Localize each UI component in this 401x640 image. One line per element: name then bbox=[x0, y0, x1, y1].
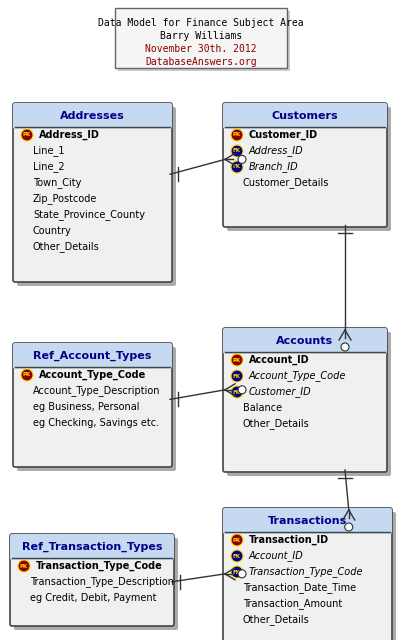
FancyBboxPatch shape bbox=[118, 11, 289, 71]
Text: FK: FK bbox=[233, 554, 241, 559]
Text: Customer_ID: Customer_ID bbox=[248, 130, 317, 140]
Circle shape bbox=[231, 550, 242, 562]
Text: Ref_Transaction_Types: Ref_Transaction_Types bbox=[22, 542, 162, 552]
Circle shape bbox=[231, 386, 242, 398]
FancyBboxPatch shape bbox=[17, 347, 176, 471]
Text: Transaction_Type_Description: Transaction_Type_Description bbox=[30, 577, 174, 588]
Circle shape bbox=[21, 129, 33, 141]
Text: Transactions: Transactions bbox=[267, 516, 346, 526]
Text: Customer_ID: Customer_ID bbox=[248, 387, 311, 397]
FancyBboxPatch shape bbox=[223, 103, 386, 227]
FancyBboxPatch shape bbox=[227, 107, 390, 231]
Text: Town_City: Town_City bbox=[33, 177, 81, 188]
Circle shape bbox=[237, 570, 245, 578]
FancyBboxPatch shape bbox=[223, 508, 391, 640]
FancyBboxPatch shape bbox=[13, 343, 172, 467]
Text: Address_ID: Address_ID bbox=[248, 145, 303, 156]
Text: Branch_ID: Branch_ID bbox=[248, 161, 298, 172]
Circle shape bbox=[231, 566, 242, 578]
FancyBboxPatch shape bbox=[13, 103, 172, 282]
Text: Barry Williams: Barry Williams bbox=[160, 31, 241, 41]
Text: November 30th. 2012: November 30th. 2012 bbox=[145, 44, 256, 54]
FancyBboxPatch shape bbox=[14, 538, 178, 630]
Text: Country: Country bbox=[33, 226, 71, 236]
Text: PK: PK bbox=[232, 538, 241, 543]
Text: FK: FK bbox=[233, 374, 241, 378]
Text: Account_ID: Account_ID bbox=[248, 355, 309, 365]
Circle shape bbox=[231, 370, 242, 382]
Circle shape bbox=[231, 145, 242, 157]
Text: FK: FK bbox=[233, 148, 241, 154]
FancyBboxPatch shape bbox=[223, 328, 386, 472]
Text: FK: FK bbox=[233, 570, 241, 575]
Text: eg Checking, Savings etc.: eg Checking, Savings etc. bbox=[33, 418, 159, 428]
FancyBboxPatch shape bbox=[115, 8, 286, 68]
Text: Other_Details: Other_Details bbox=[242, 419, 309, 429]
Circle shape bbox=[237, 156, 245, 163]
Text: Data Model for Finance Subject Area: Data Model for Finance Subject Area bbox=[98, 18, 303, 28]
FancyBboxPatch shape bbox=[227, 512, 395, 640]
Text: PK: PK bbox=[232, 358, 241, 362]
Text: Transaction_Type_Code: Transaction_Type_Code bbox=[36, 561, 162, 571]
Text: eg Business, Personal: eg Business, Personal bbox=[33, 402, 139, 412]
Text: Transaction_ID: Transaction_ID bbox=[248, 535, 328, 545]
FancyBboxPatch shape bbox=[227, 332, 390, 476]
Text: Account_Type_Code: Account_Type_Code bbox=[248, 371, 346, 381]
Circle shape bbox=[231, 129, 242, 141]
Text: Other_Details: Other_Details bbox=[33, 241, 99, 252]
Text: Transaction_Type_Code: Transaction_Type_Code bbox=[248, 566, 363, 577]
Text: Line_1: Line_1 bbox=[33, 145, 64, 156]
Circle shape bbox=[231, 354, 242, 366]
Text: Other_Details: Other_Details bbox=[242, 614, 309, 625]
Text: PK: PK bbox=[23, 372, 31, 378]
Text: Balance: Balance bbox=[242, 403, 282, 413]
Text: State_Province_County: State_Province_County bbox=[33, 209, 145, 220]
Text: PK: PK bbox=[232, 132, 241, 138]
Text: Transaction_Amount: Transaction_Amount bbox=[242, 598, 341, 609]
Text: Transaction_Date_Time: Transaction_Date_Time bbox=[242, 582, 355, 593]
Text: Account_Type_Code: Account_Type_Code bbox=[39, 370, 146, 380]
FancyBboxPatch shape bbox=[13, 103, 172, 129]
Text: PK: PK bbox=[20, 563, 28, 568]
Text: eg Credit, Debit, Payment: eg Credit, Debit, Payment bbox=[30, 593, 156, 603]
Text: Zip_Postcode: Zip_Postcode bbox=[33, 193, 97, 204]
Text: FK: FK bbox=[233, 390, 241, 394]
Text: Address_ID: Address_ID bbox=[39, 130, 99, 140]
Text: Account_ID: Account_ID bbox=[248, 550, 303, 561]
FancyBboxPatch shape bbox=[223, 508, 391, 534]
Circle shape bbox=[340, 343, 348, 351]
Text: FK: FK bbox=[233, 164, 241, 170]
Text: Customer_Details: Customer_Details bbox=[242, 177, 328, 188]
FancyBboxPatch shape bbox=[17, 107, 176, 286]
Circle shape bbox=[21, 369, 33, 381]
Circle shape bbox=[237, 386, 245, 394]
Text: Account_Type_Description: Account_Type_Description bbox=[33, 385, 160, 396]
FancyBboxPatch shape bbox=[223, 328, 386, 354]
FancyBboxPatch shape bbox=[10, 534, 174, 626]
FancyBboxPatch shape bbox=[13, 343, 172, 369]
Text: DatabaseAnswers.org: DatabaseAnswers.org bbox=[145, 57, 256, 67]
Text: Ref_Account_Types: Ref_Account_Types bbox=[33, 351, 151, 361]
Text: PK: PK bbox=[23, 132, 31, 138]
Circle shape bbox=[344, 523, 352, 531]
FancyBboxPatch shape bbox=[10, 534, 174, 560]
Text: Accounts: Accounts bbox=[276, 336, 333, 346]
Text: Line_2: Line_2 bbox=[33, 161, 65, 172]
Text: Addresses: Addresses bbox=[60, 111, 125, 121]
Text: Customers: Customers bbox=[271, 111, 338, 121]
Circle shape bbox=[18, 560, 30, 572]
FancyBboxPatch shape bbox=[223, 103, 386, 129]
Circle shape bbox=[231, 534, 242, 546]
Circle shape bbox=[231, 161, 242, 173]
